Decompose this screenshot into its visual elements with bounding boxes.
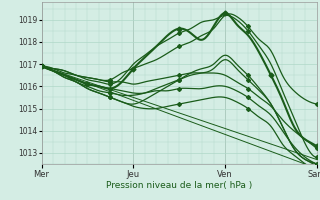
X-axis label: Pression niveau de la mer( hPa ): Pression niveau de la mer( hPa ) — [106, 181, 252, 190]
